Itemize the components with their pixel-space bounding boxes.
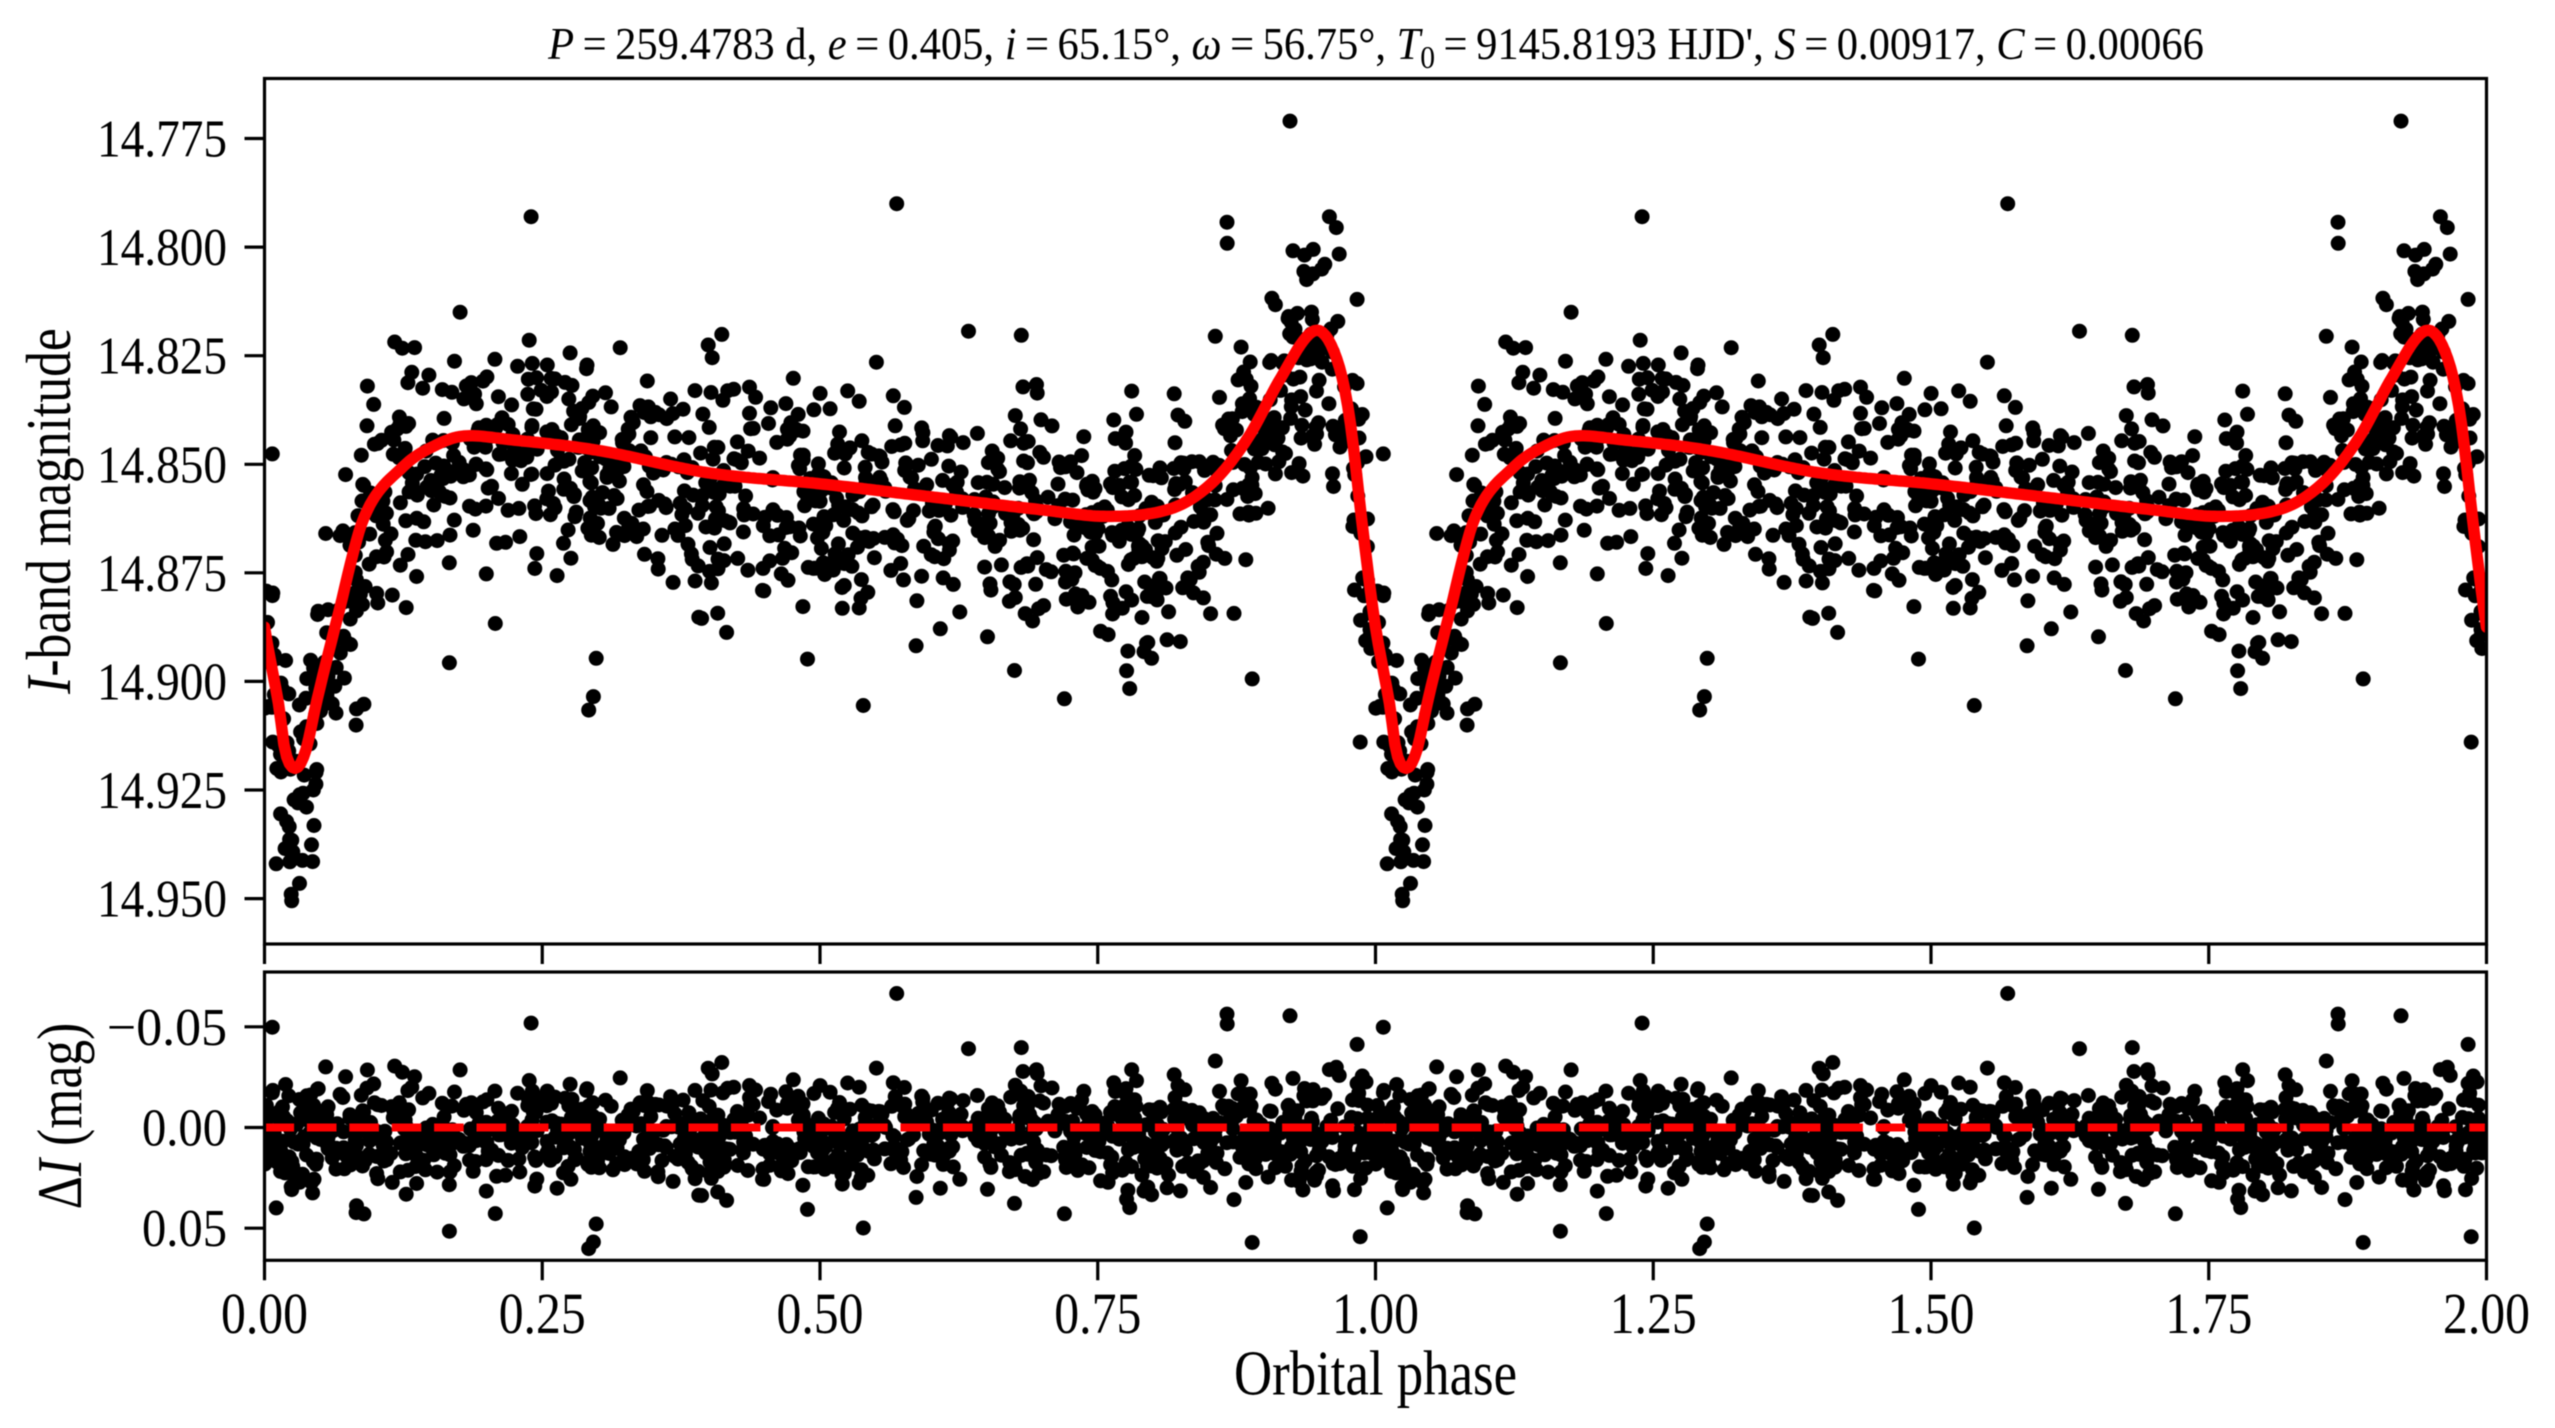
svg-text:0.05: 0.05 [142,1200,227,1258]
svg-text:14.800: 14.800 [97,219,227,277]
svg-text:1.25: 1.25 [1610,1281,1697,1346]
svg-text:1.00: 1.00 [1332,1281,1419,1346]
svg-text:P = 259.4783 d, e = 0.405, i =: P = 259.4783 d, e = 0.405, i = 65.15°, ω… [547,19,2204,76]
svg-text:0.00: 0.00 [142,1100,227,1158]
svg-text:ΔI (mag): ΔI (mag) [26,1023,95,1210]
svg-text:2.00: 2.00 [2443,1281,2530,1346]
svg-text:14.950: 14.950 [97,871,227,929]
svg-text:1.50: 1.50 [1888,1281,1975,1346]
svg-text:0.25: 0.25 [499,1281,586,1346]
svg-text:14.875: 14.875 [97,545,227,603]
svg-text:14.900: 14.900 [97,653,227,711]
svg-text:14.775: 14.775 [97,111,227,169]
svg-text:I-band magnitude: I-band magnitude [15,328,84,695]
svg-text:14.925: 14.925 [97,762,227,820]
svg-text:Orbital phase: Orbital phase [1234,1339,1517,1409]
svg-text:14.825: 14.825 [97,328,227,386]
svg-text:1.75: 1.75 [2165,1281,2252,1346]
svg-text:0.50: 0.50 [777,1281,864,1346]
svg-text:0.75: 0.75 [1054,1281,1141,1346]
svg-text:−0.05: −0.05 [107,999,227,1057]
svg-text:0.00: 0.00 [221,1281,308,1346]
svg-text:14.850: 14.850 [97,436,227,494]
